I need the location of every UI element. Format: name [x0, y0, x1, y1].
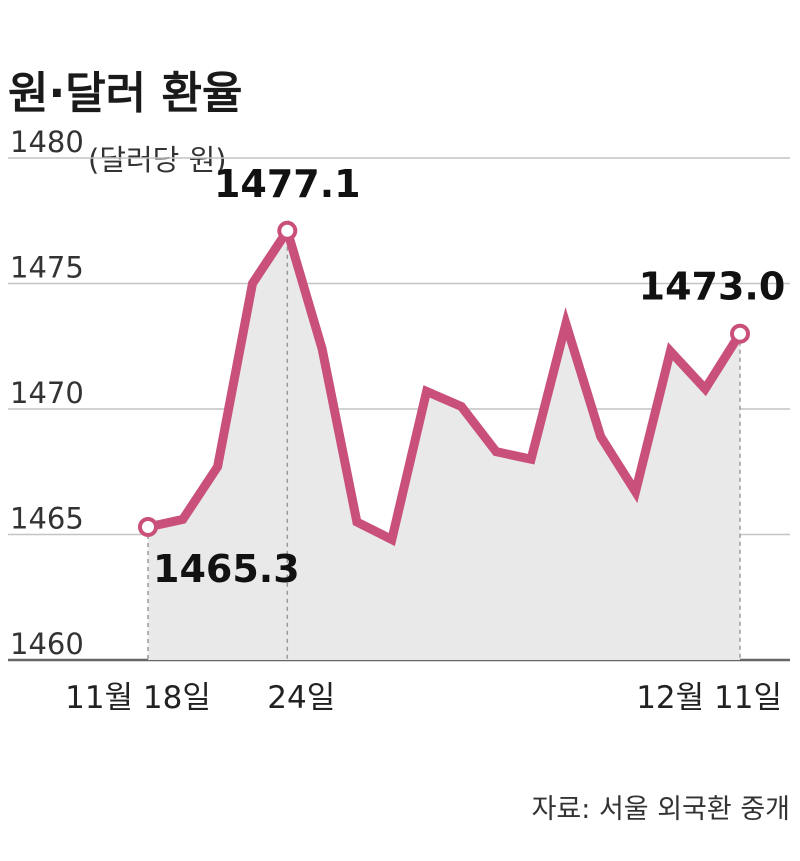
y-tick-label: 1465: [10, 502, 84, 536]
y-tick-label: 1470: [10, 376, 84, 410]
x-axis-ticks: 11월 18일 24일 12월 11일: [65, 680, 782, 716]
y-tick-label: 1460: [10, 627, 84, 661]
x-tick-label: 11월 18일: [65, 680, 211, 716]
y-tick-label: 1480: [10, 125, 84, 159]
annotated-point-marker: [730, 323, 750, 344]
markers: [138, 220, 750, 537]
annotated-point-marker: [138, 516, 158, 537]
y-axis-ticks: 1460 1465 1470 1475 1480: [10, 125, 84, 661]
x-tick-label: 12월 11일: [636, 680, 782, 716]
chart-title: 원·달러 환율: [8, 68, 242, 119]
unit-label: (달러당 원): [88, 143, 227, 177]
x-tick-label: 24일: [267, 680, 335, 716]
annotations: 1465.3 1477.1 1473.0: [153, 162, 785, 591]
annotation-label: 1473.0: [639, 265, 786, 309]
area-fill-layer: [148, 230, 740, 661]
guide-lines: [147, 230, 741, 660]
series-line-layer: [143, 220, 745, 547]
annotation-label: 1477.1: [214, 162, 361, 206]
annotation-label: 1465.3: [153, 547, 300, 591]
y-tick-label: 1475: [10, 251, 84, 285]
series-area: [148, 230, 740, 661]
series-line: [143, 220, 745, 547]
source-note: 자료: 서울 외국환 중개: [532, 794, 790, 825]
annotated-point-marker: [277, 220, 298, 241]
